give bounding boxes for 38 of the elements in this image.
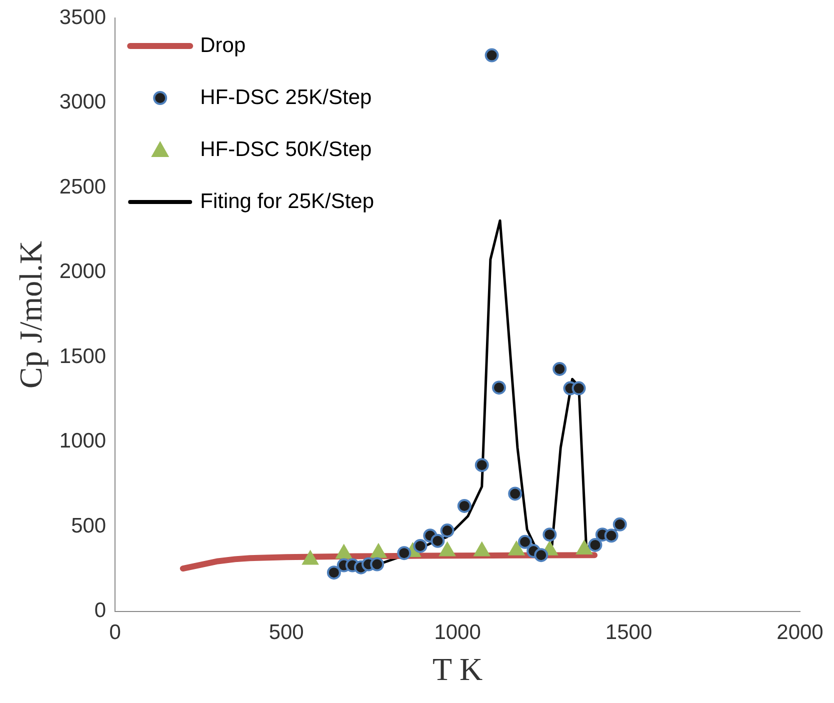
point <box>508 486 522 501</box>
point <box>397 546 412 560</box>
point <box>604 528 618 543</box>
y-tick-label: 500 <box>71 514 106 538</box>
point <box>484 48 499 62</box>
y-tick-label: 3000 <box>59 90 106 114</box>
x-tick-label: 2000 <box>776 620 824 644</box>
legend-label: HF-DSC 50K/Step <box>200 138 372 161</box>
legend-label: Fiting for 25K/Step <box>200 190 374 213</box>
point <box>474 458 489 472</box>
point <box>440 524 454 538</box>
point <box>552 362 567 376</box>
legend-label: Drop <box>200 34 246 57</box>
y-tick-label: 1500 <box>59 344 106 368</box>
y-tick-label: 1000 <box>59 430 106 453</box>
point <box>492 380 506 395</box>
legend-label: HF-DSC 25K/Step <box>200 86 372 109</box>
y-tick-label: 2000 <box>59 260 106 284</box>
point <box>534 548 548 562</box>
point <box>430 534 445 548</box>
y-tick-label: 0 <box>94 599 106 622</box>
point <box>518 534 532 549</box>
point <box>542 528 557 542</box>
point <box>413 538 428 553</box>
x-axis-title: T K <box>432 651 483 688</box>
y-tick-label: 2500 <box>59 175 106 198</box>
point <box>588 538 602 552</box>
point <box>326 566 341 580</box>
point <box>457 498 472 513</box>
x-tick-label: 0 <box>109 620 121 644</box>
y-axis-title: Cp J/mol.K <box>12 240 49 388</box>
x-tick-label: 1000 <box>434 620 481 644</box>
point <box>612 517 627 532</box>
point <box>370 557 384 572</box>
x-tick-label: 500 <box>268 620 304 644</box>
point <box>572 381 586 396</box>
y-tick-label: 3500 <box>59 6 106 29</box>
x-tick-label: 1500 <box>605 620 652 644</box>
